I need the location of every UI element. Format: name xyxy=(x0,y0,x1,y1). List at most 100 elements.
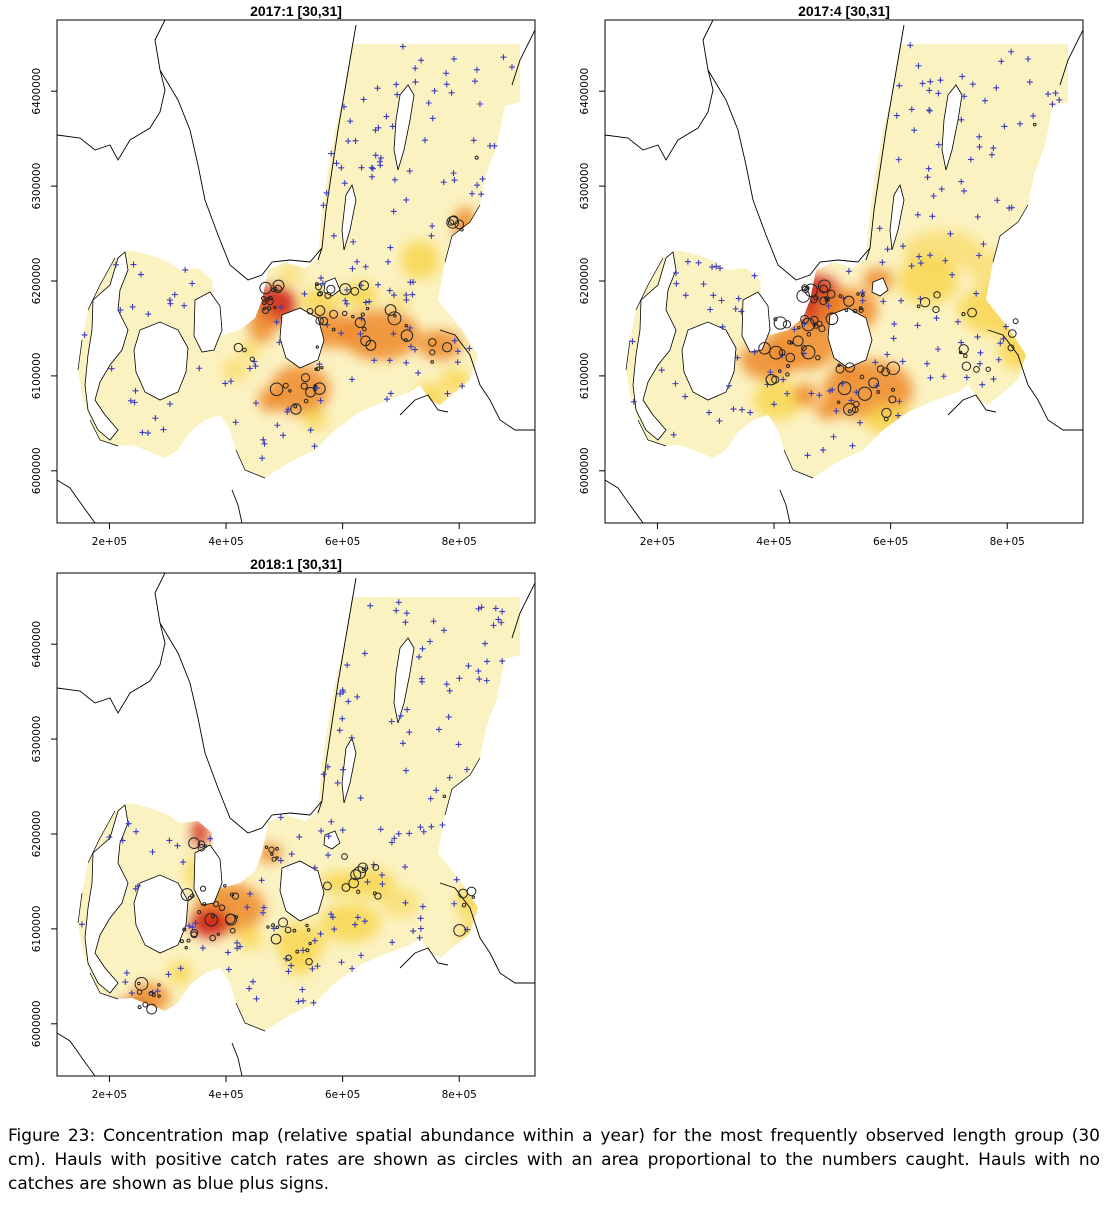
positive-catch-hauls xyxy=(134,794,477,1015)
no-catch-plus xyxy=(182,266,189,273)
no-catch-plus xyxy=(244,904,251,911)
x-tick-label: 4e+05 xyxy=(208,536,243,548)
no-catch-plus xyxy=(443,681,450,688)
no-catch-plus xyxy=(334,779,341,786)
no-catch-plus xyxy=(498,619,505,626)
no-catch-plus xyxy=(924,360,931,367)
y-tick-label: 6400000 xyxy=(31,68,43,115)
catch-circle xyxy=(773,317,778,322)
no-catch-plus xyxy=(416,934,423,941)
catch-circle xyxy=(288,389,292,393)
no-catch-plus xyxy=(274,422,281,429)
catch-circle xyxy=(890,387,895,392)
plot-frame xyxy=(56,572,536,1077)
x-tick-label: 8e+05 xyxy=(442,536,477,548)
no-catch-plus xyxy=(929,213,936,220)
no-catch-plus xyxy=(300,997,307,1004)
no-catch-plus xyxy=(171,291,178,298)
y-tick-label: 6100000 xyxy=(31,353,43,400)
catch-circle xyxy=(137,981,141,986)
catch-circle xyxy=(268,846,275,853)
no-catch-plus xyxy=(747,409,754,416)
catch-circle xyxy=(354,317,366,328)
no-catch-hauls xyxy=(629,42,1063,459)
no-catch-plus xyxy=(732,305,739,312)
no-catch-plus xyxy=(403,359,410,366)
catch-circle xyxy=(190,928,199,938)
no-catch-plus xyxy=(166,297,173,304)
no-catch-plus xyxy=(958,178,965,185)
catch-circle xyxy=(137,1005,142,1010)
abundance-hotspot xyxy=(285,951,315,975)
land-area xyxy=(84,251,129,441)
no-catch-plus xyxy=(117,307,124,314)
catch-circle xyxy=(229,927,236,934)
no-catch-plus xyxy=(393,81,400,88)
no-catch-plus xyxy=(125,820,132,827)
catch-circle xyxy=(290,403,302,415)
catch-circle xyxy=(858,307,864,313)
catch-circle xyxy=(813,295,819,301)
catch-circle xyxy=(329,309,339,319)
no-catch-plus xyxy=(261,440,268,447)
catch-circle xyxy=(305,948,310,953)
no-catch-plus xyxy=(385,258,392,265)
catch-circle xyxy=(339,283,352,296)
no-catch-plus xyxy=(319,280,326,287)
no-catch-plus xyxy=(466,345,473,352)
no-catch-plus xyxy=(180,859,187,866)
no-catch-plus xyxy=(487,142,494,149)
catch-circle xyxy=(844,308,849,313)
catch-circle xyxy=(810,295,818,304)
no-catch-plus xyxy=(682,393,689,400)
no-catch-plus xyxy=(345,138,352,145)
x-tick-label: 6e+05 xyxy=(325,536,360,548)
no-catch-plus xyxy=(924,174,931,181)
catch-circle xyxy=(305,957,313,966)
catch-circle xyxy=(458,888,468,899)
no-catch-plus xyxy=(899,243,906,250)
no-catch-plus xyxy=(123,969,130,976)
abundance-hotspot xyxy=(380,888,420,918)
y-tick-label: 6400000 xyxy=(31,621,43,668)
no-catch-plus xyxy=(751,348,758,355)
no-catch-plus xyxy=(374,85,381,92)
no-catch-plus xyxy=(967,156,974,163)
no-catch-plus xyxy=(377,826,384,833)
no-catch-plus xyxy=(973,290,980,297)
y-tick-label: 6100000 xyxy=(579,353,591,400)
no-catch-plus xyxy=(412,78,419,85)
catch-circle xyxy=(817,279,831,293)
catch-circle xyxy=(785,352,796,363)
no-catch-plus xyxy=(979,381,986,388)
no-catch-plus xyxy=(344,662,351,669)
map-panel-2017-1: 2017:1 [30,31] 2e+05 4e+05 6e+05 8e+05 600000… xyxy=(0,0,548,553)
no-catch-plus xyxy=(896,82,903,89)
no-catch-plus xyxy=(949,271,956,278)
no-catch-plus xyxy=(160,426,167,433)
catch-circle xyxy=(967,307,977,318)
no-catch-plus xyxy=(450,170,457,177)
no-catch-plus xyxy=(934,346,941,353)
no-catch-plus xyxy=(383,396,390,403)
catch-circle xyxy=(789,341,794,345)
no-catch-plus xyxy=(354,693,361,700)
catch-circle xyxy=(223,884,227,888)
no-catch-plus xyxy=(317,930,324,937)
no-catch-plus xyxy=(1016,120,1023,127)
no-catch-plus xyxy=(165,971,172,978)
catch-circle xyxy=(806,331,812,337)
catch-circle xyxy=(404,323,408,328)
no-catch-plus xyxy=(285,968,292,975)
catch-circle xyxy=(197,843,206,852)
no-catch-plus xyxy=(820,446,827,453)
no-catch-plus xyxy=(318,827,325,834)
no-catch-plus xyxy=(343,286,350,293)
no-catch-plus xyxy=(406,324,413,331)
no-catch-plus xyxy=(362,263,369,270)
no-catch-plus xyxy=(808,390,815,397)
no-catch-plus xyxy=(390,292,397,299)
no-catch-plus xyxy=(199,945,206,952)
no-catch-plus xyxy=(397,712,404,719)
no-catch-plus xyxy=(421,137,428,144)
